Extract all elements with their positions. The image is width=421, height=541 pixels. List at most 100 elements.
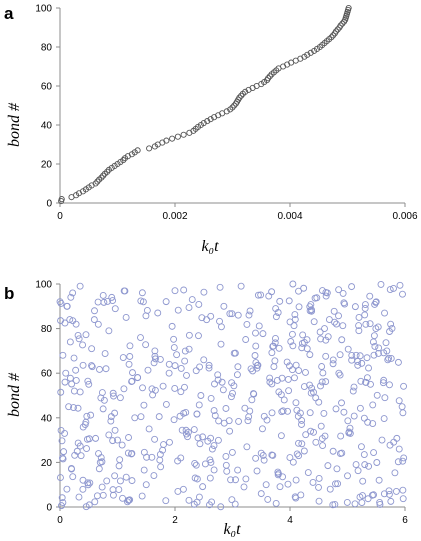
panel-b-data-point: [57, 388, 65, 396]
panel-a-data-point: [223, 108, 230, 115]
panel-b-data-point: [288, 330, 296, 338]
panel-b-data-point: [214, 436, 222, 444]
panel-b-data-point: [93, 492, 101, 500]
panel-b-data-point: [370, 449, 378, 456]
panel-b-data-point: [66, 316, 74, 323]
panel-b-data-point: [316, 328, 324, 336]
panel-b-data-point: [152, 355, 159, 363]
panel-b-data-point: [268, 349, 276, 357]
panel-b-data-point: [272, 500, 280, 507]
panel-a-data-point: [204, 118, 211, 125]
panel-b-x-tick-label: 4: [287, 515, 293, 526]
panel-b-data-point: [98, 458, 106, 466]
panel-b-data-point: [199, 483, 207, 491]
panel-b-data-point: [63, 302, 71, 310]
panel-b-data-point: [105, 327, 113, 335]
panel-b-data-point: [366, 292, 374, 300]
panel-b-data-point: [322, 336, 330, 344]
panel-a-data-point: [334, 26, 341, 33]
panel-b-data-point: [306, 351, 314, 359]
panel-b-data-point: [254, 291, 262, 299]
panel-b-data-point: [95, 465, 103, 473]
panel-b-data-point: [217, 503, 225, 511]
panel-a-y-tick-label: 60: [41, 82, 53, 93]
panel-b-data-point: [230, 382, 238, 390]
panel-b-data-point: [109, 297, 117, 305]
panel-b-data-point: [228, 448, 236, 456]
panel-a-y-tick-label: 40: [41, 121, 53, 132]
panel-b-data-point: [386, 328, 393, 335]
panel-b-data-point: [116, 477, 124, 485]
panel-b-data-point: [361, 304, 369, 312]
panel-b-data-point: [295, 439, 302, 447]
panel-a-data-point: [104, 168, 111, 175]
panel-b-data-point: [98, 483, 106, 491]
panel-b-x-axis-label: k₀t: [223, 521, 241, 538]
panel-b-data-point: [69, 317, 77, 325]
panel-b-data-point: [298, 417, 306, 424]
panel-b-data-point: [299, 331, 307, 339]
panel-b-data-point: [182, 409, 190, 416]
panel-b-data-point: [149, 391, 157, 399]
panel-b-data-point: [272, 335, 279, 342]
panel-b-data-point: [69, 289, 77, 297]
panel-b-data-point: [206, 456, 214, 464]
panel-a-data-point: [231, 102, 238, 109]
panel-b-data-point: [344, 472, 351, 480]
panel-b-data-point: [363, 374, 371, 382]
panel-a-data-point: [163, 137, 170, 144]
panel-b-data-point: [312, 438, 320, 446]
panel-b-data-point: [181, 357, 189, 365]
panel-b-data-point: [205, 361, 213, 369]
panel-b-data-point: [325, 316, 333, 324]
panel-b-data-point: [359, 477, 367, 485]
panel-b-data-point: [183, 430, 190, 438]
panel-b-data-point: [83, 412, 91, 420]
panel-b-data-point: [196, 363, 204, 371]
panel-b-data-point: [372, 298, 380, 306]
panel-b-data-point: [208, 445, 216, 453]
panel-b-y-tick-label: 80: [41, 324, 53, 335]
panel-b-data-point: [94, 298, 102, 306]
panel-b-data-point: [235, 417, 243, 425]
panel-b-data-point: [210, 442, 218, 449]
panel-b-data-point: [329, 360, 337, 368]
panel-b-data-point: [108, 293, 116, 301]
panel-b-data-point: [115, 486, 123, 494]
panel-b-data-point: [274, 471, 282, 479]
panel-b-data-point: [165, 360, 173, 368]
panel-a-x-tick-label: 0.006: [392, 211, 417, 222]
panel-b-data-point: [184, 428, 192, 436]
panel-b-data-point: [307, 301, 315, 308]
panel-b-data-point: [276, 483, 284, 491]
panel-b-data-point: [179, 485, 187, 493]
panel-a-data-point: [307, 49, 314, 56]
panel-b-data-point: [257, 291, 265, 299]
panel-b-data-point: [76, 388, 84, 396]
panel-b-data-point: [260, 412, 268, 420]
panel-b-data-point: [216, 283, 224, 291]
panel-b-data-point: [269, 451, 277, 459]
panel-b-data-point: [87, 411, 95, 419]
panel-b-data-point: [252, 329, 259, 337]
panel-b-data-point: [262, 481, 270, 489]
panel-a-x-tick-label: 0.004: [277, 211, 302, 222]
panel-b-data-point: [248, 396, 256, 404]
panel-b-y-tick-label: 60: [41, 369, 53, 380]
panel-b-data-point: [142, 341, 150, 349]
panel-b-data-point: [128, 477, 136, 485]
panel-b-data-point: [242, 336, 250, 343]
panel-b-data-point: [360, 414, 368, 422]
panel-b-data-point: [387, 320, 395, 328]
panel-b-data-point: [339, 322, 347, 330]
panel-b-data-point: [356, 352, 364, 360]
panel-b-data-point: [79, 361, 87, 369]
panel-b-data-point: [355, 322, 363, 330]
panel-b-data-point: [230, 349, 238, 357]
panel-b-data-point: [231, 500, 239, 508]
panel-b-data-point: [279, 473, 287, 481]
panel-b-data-point: [85, 380, 93, 388]
panel-b-data-point: [268, 288, 276, 296]
panel-b-data-point: [62, 369, 70, 377]
